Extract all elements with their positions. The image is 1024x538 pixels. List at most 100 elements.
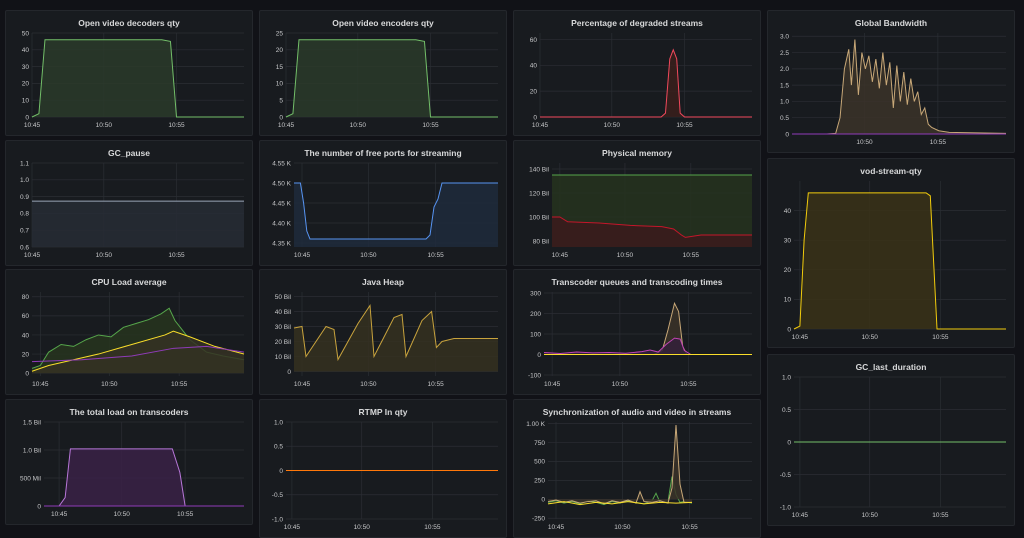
y-tick-label: 40 — [22, 47, 30, 54]
y-tick-label: 0 — [533, 114, 537, 121]
x-tick-label: 10:45 — [544, 381, 561, 388]
panel-open-video-encoders[interactable]: Open video encoders qty 0 5 10 15 20 25 10:45 1… — [259, 10, 507, 136]
chart-plot: 0.6 0.7 0.8 0.9 1.0 1.1 10:45 10:50 10:55 — [20, 160, 244, 259]
y-tick-label: 0.7 — [20, 228, 29, 235]
y-tick-label: 1.0 Bil — [23, 447, 42, 454]
y-tick-label: 40 — [784, 208, 792, 215]
panel-av-sync[interactable]: Synchronization of audio and video in st… — [513, 399, 761, 538]
panel-cpu-load[interactable]: CPU Load average 0 20 40 60 80 10:45 10:50 10:5… — [5, 269, 253, 395]
series-line — [543, 337, 692, 355]
y-tick-label: 80 Bil — [533, 238, 550, 245]
x-tick-label: 10:45 — [552, 252, 569, 259]
x-tick-label: 10:55 — [171, 381, 188, 388]
x-tick-label: 10:55 — [427, 381, 444, 388]
y-tick-label: 1.0 — [20, 177, 29, 184]
y-tick-label: 0 — [279, 468, 283, 475]
x-tick-label: 10:55 — [168, 122, 185, 129]
panel-vod-stream-qty[interactable]: vod-stream-qty 0 10 20 30 40 10:45 10:50 10:55 — [767, 158, 1015, 348]
panel-degraded-streams[interactable]: Percentage of degraded streams 0 20 40 60 10… — [513, 10, 761, 136]
series-line — [293, 304, 498, 362]
y-tick-label: 0 — [25, 114, 29, 121]
x-tick-label: 10:55 — [168, 252, 185, 259]
y-tick-label: 50 — [22, 30, 30, 37]
y-tick-label: 10 Bil — [275, 354, 292, 361]
chart-plot: 0 500 Mil 1.0 Bil 1.5 Bil 10:45 10:50 10:55 — [20, 419, 244, 518]
y-tick-label: 25 — [276, 30, 284, 37]
y-tick-label: 1.0 — [274, 419, 283, 426]
panel-open-video-decoders[interactable]: Open video decoders qty 0 10 20 30 40 50 10:45… — [5, 10, 253, 136]
y-tick-label: 1.5 Bil — [23, 419, 42, 426]
panel-rtmp-in-qty[interactable]: RTMP In qty -1.0 -0.5 0 0.5 1.0 10:45 10:50 10:… — [259, 399, 507, 538]
x-tick-label: 10:50 — [617, 252, 634, 259]
y-tick-label: 4.50 K — [272, 180, 291, 187]
x-tick-label: 10:50 — [862, 334, 879, 341]
y-tick-label: 0.6 — [20, 244, 29, 251]
x-tick-label: 10:50 — [350, 122, 367, 129]
panel-title: Open video decoders qty — [78, 18, 180, 28]
x-tick-label: 10:45 — [284, 524, 301, 531]
x-tick-label: 10:45 — [792, 334, 809, 341]
x-tick-label: 10:55 — [422, 122, 439, 129]
y-tick-label: 500 Mil — [20, 475, 42, 482]
y-tick-label: 0 — [37, 503, 41, 510]
x-tick-label: 10:55 — [177, 511, 194, 518]
panel-java-heap[interactable]: Java Heap 0 10 Bil 20 Bil 30 Bil 40 Bil 50 Bi… — [259, 269, 507, 395]
y-tick-label: 2.5 — [780, 50, 789, 57]
x-tick-label: 10:50 — [114, 511, 131, 518]
series-area — [552, 217, 752, 247]
panel-title: Percentage of degraded streams — [571, 18, 703, 28]
x-tick-label: 10:55 — [681, 524, 698, 531]
y-tick-label: 1.5 — [780, 82, 789, 89]
series-area — [540, 49, 752, 117]
series-area — [792, 39, 1006, 134]
chart-plot: 0 5 10 15 20 25 10:45 10:50 10:55 — [276, 30, 498, 129]
x-tick-label: 10:50 — [354, 524, 371, 531]
y-tick-label: 250 — [534, 478, 545, 485]
y-tick-label: 60 — [530, 37, 538, 44]
x-tick-label: 10:45 — [278, 122, 295, 129]
y-tick-label: 0.5 — [274, 444, 283, 451]
x-tick-label: 10:55 — [427, 252, 444, 259]
series-line — [31, 345, 245, 363]
y-tick-label: 140 Bil — [529, 166, 549, 173]
y-tick-label: 0.5 — [782, 407, 791, 414]
panel-global-bandwidth[interactable]: Global Bandwidth 0 0.5 1.0 1.5 2.0 2.5 3.0 10:5… — [767, 10, 1015, 153]
y-tick-label: 40 Bil — [275, 309, 292, 316]
panel-title: Physical memory — [602, 148, 672, 158]
series-line — [44, 448, 244, 507]
chart-plot: 80 Bil 100 Bil 120 Bil 140 Bil 10:45 10:50 10:… — [529, 163, 752, 259]
x-tick-label: 10:45 — [51, 511, 68, 518]
panel-free-ports[interactable]: The number of free ports for streaming 4… — [259, 140, 507, 266]
series-area — [294, 183, 498, 247]
x-tick-label: 10:45 — [24, 252, 41, 259]
series-line — [31, 330, 245, 372]
y-tick-label: 10 — [22, 98, 30, 105]
x-tick-label: 10:45 — [24, 122, 41, 129]
chart-plot: 0 0.5 1.0 1.5 2.0 2.5 3.0 10:50 10:55 — [780, 33, 1007, 146]
y-tick-label: 0 — [537, 352, 541, 359]
y-tick-label: 20 — [276, 47, 284, 54]
panel-transcoder-queues[interactable]: Transcoder queues and transcoding times … — [513, 269, 761, 395]
x-tick-label: 10:55 — [676, 122, 693, 129]
series-line — [540, 48, 752, 118]
x-tick-label: 10:45 — [548, 524, 565, 531]
panel-gc-pause[interactable]: GC_pause 0.6 0.7 0.8 0.9 1.0 1.1 10:45 10:50 10:… — [5, 140, 253, 266]
chart-plot: 0 10 20 30 40 50 10:45 10:50 10:55 — [22, 30, 244, 129]
x-tick-label: 10:50 — [96, 252, 113, 259]
y-tick-label: 20 Bil — [275, 339, 292, 346]
panel-title: GC_pause — [107, 148, 151, 158]
x-tick-label: 10:50 — [96, 122, 113, 129]
panel-transcoder-total-load[interactable]: The total load on transcoders 0 500 Mil 1.… — [5, 399, 253, 525]
y-tick-label: 0 — [25, 370, 29, 377]
series-area — [32, 201, 244, 247]
panel-gc-last-duration[interactable]: GC_last_duration -1.0 -0.5 0 0.5 1.0 10:45 10:… — [767, 354, 1015, 526]
series-line — [792, 39, 1007, 135]
y-tick-label: 1.1 — [20, 160, 29, 167]
y-tick-label: 4.35 K — [272, 240, 291, 247]
y-tick-label: -250 — [532, 516, 545, 523]
series-area — [286, 39, 498, 117]
panel-title: Synchronization of audio and video in st… — [542, 407, 732, 417]
panel-physical-memory[interactable]: Physical memory 80 Bil 100 Bil 120 Bil 140 … — [513, 140, 761, 266]
series-line — [294, 182, 498, 240]
x-tick-label: 10:50 — [360, 381, 377, 388]
